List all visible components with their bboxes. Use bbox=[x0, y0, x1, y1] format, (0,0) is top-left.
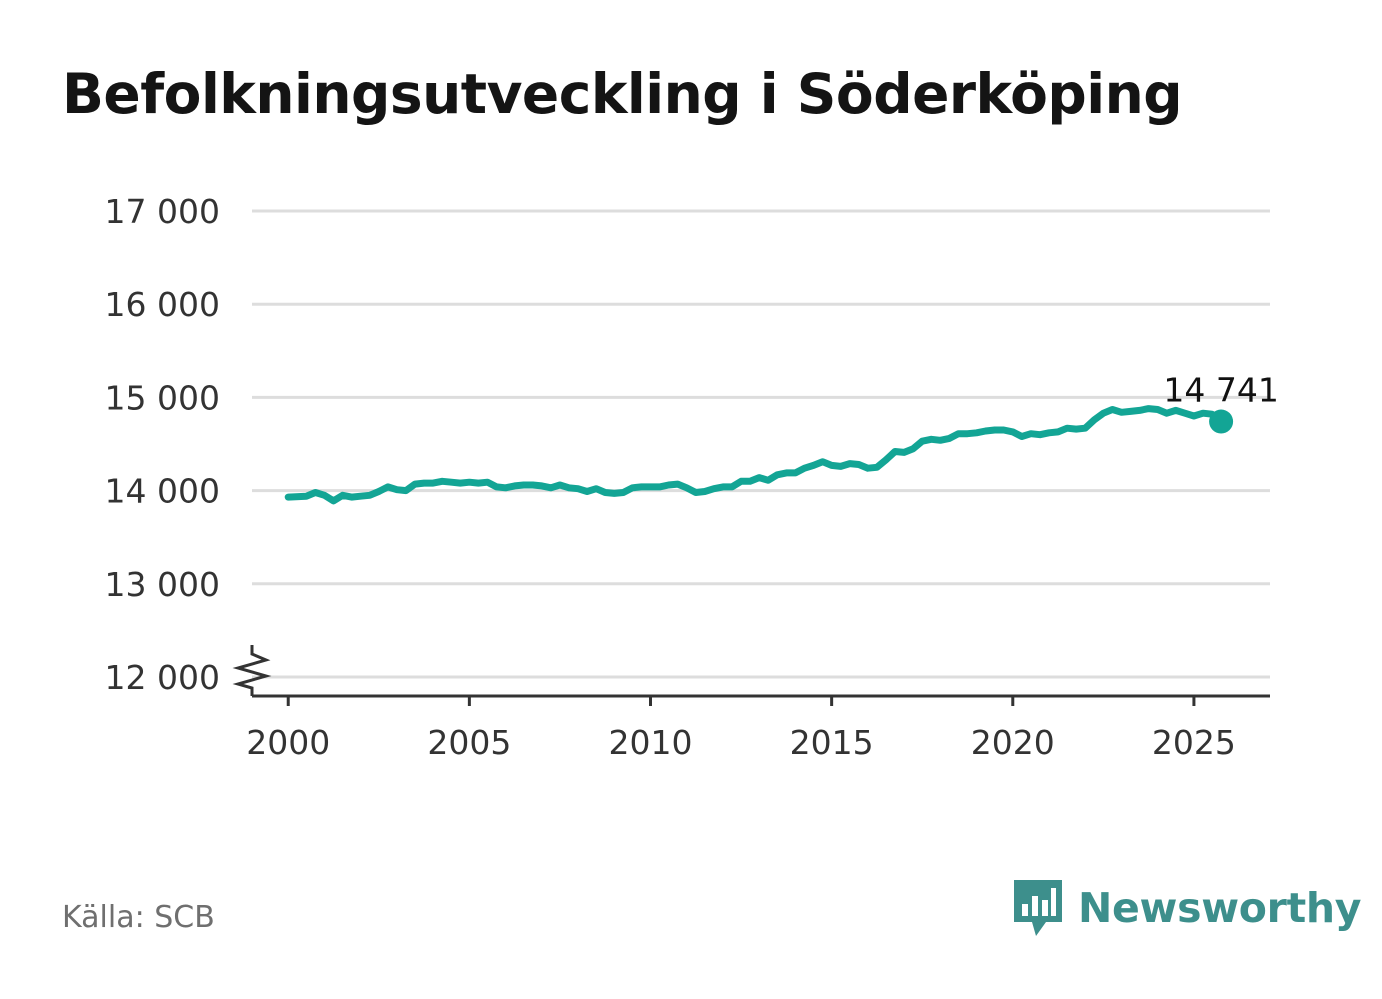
y-tick-label: 16 000 bbox=[105, 285, 220, 324]
x-tick-label: 2015 bbox=[790, 723, 874, 762]
end-point-marker bbox=[1209, 409, 1234, 434]
brand-logo[interactable]: Newsworthy bbox=[1010, 876, 1361, 940]
gridlines bbox=[252, 209, 1270, 679]
y-tick-label: 15 000 bbox=[105, 378, 220, 417]
series-layer bbox=[284, 405, 1225, 505]
bar-chart-speech-bubble-icon bbox=[1014, 880, 1062, 936]
axis-break-icon bbox=[232, 645, 272, 696]
y-tick-label: 12 000 bbox=[105, 658, 220, 697]
population-line bbox=[284, 405, 1225, 505]
x-tick-label: 2005 bbox=[427, 723, 511, 762]
chart-title: Befolkningsutveckling i Söderköping bbox=[62, 62, 1183, 126]
x-tick-label: 2000 bbox=[246, 723, 330, 762]
x-tick-label: 2010 bbox=[609, 723, 693, 762]
y-tick-label: 14 000 bbox=[105, 472, 220, 511]
y-tick-label: 13 000 bbox=[105, 565, 220, 604]
source-note: Källa: SCB bbox=[62, 900, 215, 935]
x-tick-label: 2025 bbox=[1152, 723, 1236, 762]
end-value-label: 14 741 bbox=[1163, 371, 1278, 410]
y-tick-label: 17 000 bbox=[105, 192, 220, 231]
x-tick-label: 2020 bbox=[971, 723, 1055, 762]
brand-name: Newsworthy bbox=[1078, 884, 1362, 932]
x-axis: 2000 2005 2010 2015 2020 2025 bbox=[232, 645, 1270, 762]
y-axis-tick-labels: 12 000 13 000 14 000 15 000 16 000 17 000 bbox=[105, 192, 220, 697]
annotation-layer: 14 741 bbox=[1163, 371, 1279, 434]
